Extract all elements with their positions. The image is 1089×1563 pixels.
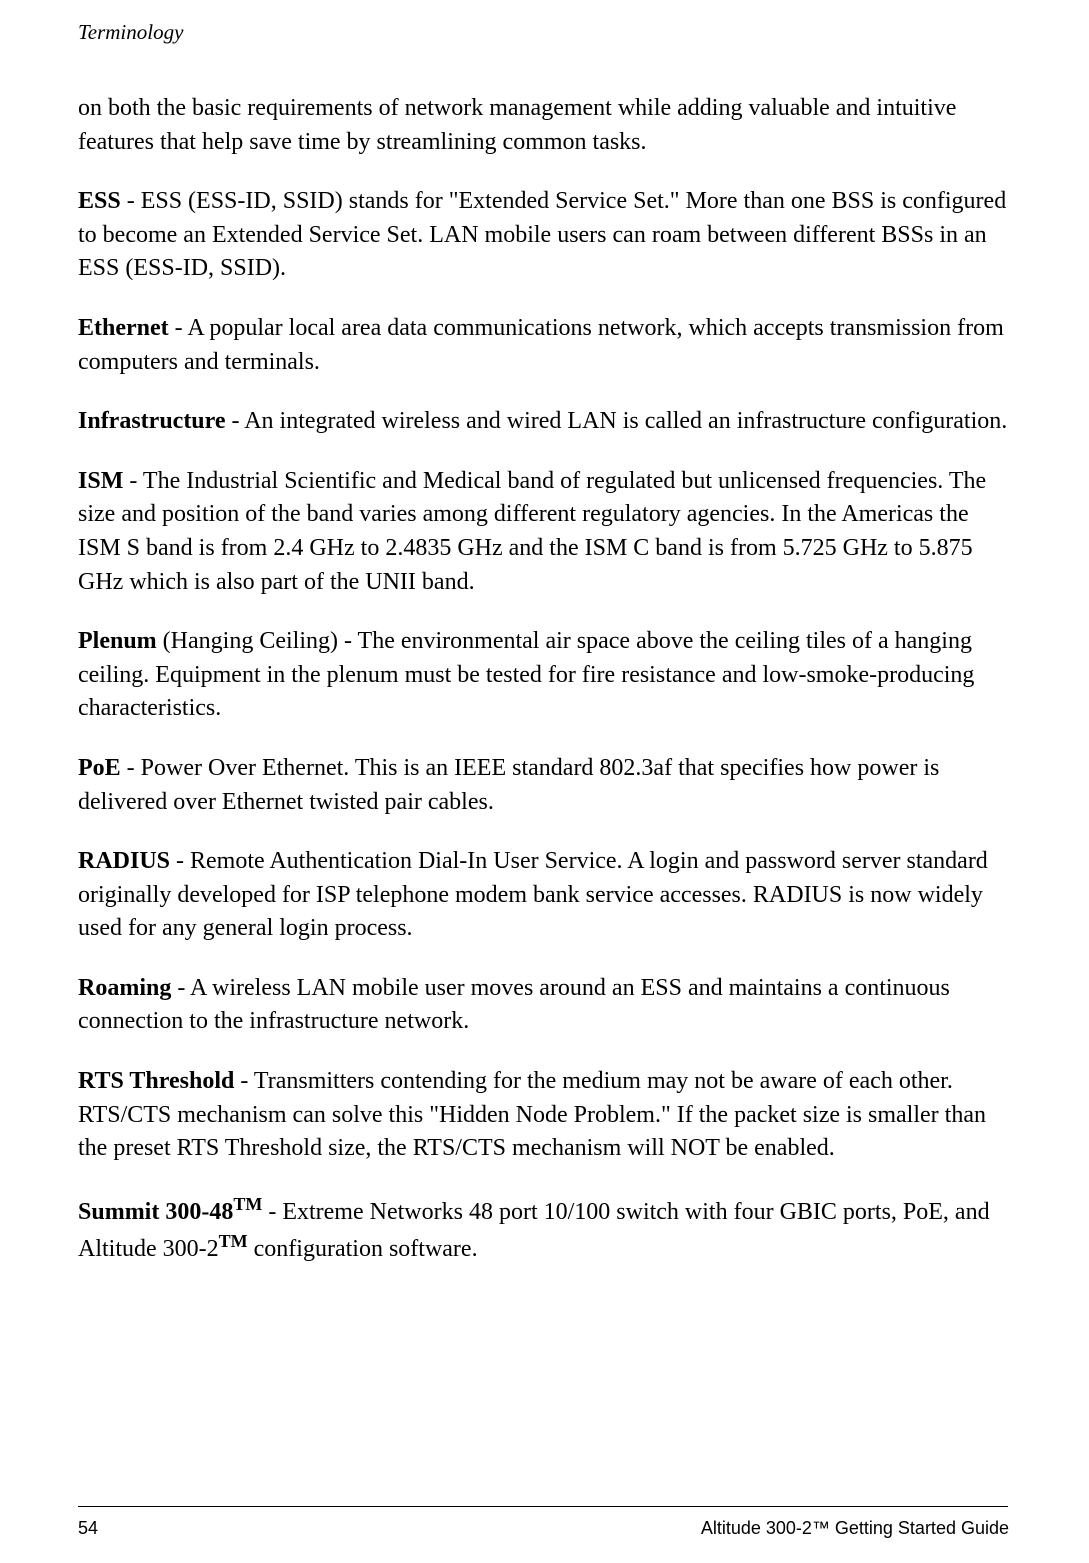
term-label: Summit 300-48 [78, 1199, 233, 1225]
term-definition: - An integrated wireless and wired LAN i… [226, 408, 1008, 434]
term-definition: - A wireless LAN mobile user moves aroun… [78, 975, 950, 1035]
running-head: Terminology [78, 20, 183, 45]
term-label: RADIUS [78, 848, 170, 874]
trademark-icon: TM [233, 1194, 262, 1214]
intro-paragraph: on both the basic requirements of networ… [78, 92, 1008, 159]
term-rts-threshold: RTS Threshold - Transmitters contending … [78, 1065, 1008, 1166]
footer-guide-title: Altitude 300-2™ Getting Started Guide [701, 1518, 1009, 1539]
term-label: ISM [78, 468, 123, 494]
term-definition: - Remote Authentication Dial-In User Ser… [78, 848, 988, 941]
term-roaming: Roaming - A wireless LAN mobile user mov… [78, 972, 1008, 1039]
term-definition: - The Industrial Scientific and Medical … [78, 468, 986, 595]
term-label: Ethernet [78, 315, 169, 341]
page-number: 54 [78, 1518, 98, 1539]
term-ethernet: Ethernet - A popular local area data com… [78, 312, 1008, 379]
term-definition-part2: configuration software. [248, 1236, 478, 1262]
term-summit: Summit 300-48TM - Extreme Networks 48 po… [78, 1192, 1008, 1267]
term-label: RTS Threshold [78, 1068, 234, 1094]
term-label: PoE [78, 755, 121, 781]
term-infrastructure: Infrastructure - An integrated wireless … [78, 405, 1008, 439]
term-label: Plenum [78, 628, 157, 654]
term-plenum: Plenum (Hanging Ceiling) - The environme… [78, 625, 1008, 726]
trademark-icon: TM [219, 1231, 248, 1251]
term-poe: PoE - Power Over Ethernet. This is an IE… [78, 752, 1008, 819]
term-label: ESS [78, 188, 121, 214]
term-definition: - A popular local area data communicatio… [78, 315, 1004, 375]
term-label: Roaming [78, 975, 171, 1001]
term-definition: - Power Over Ethernet. This is an IEEE s… [78, 755, 939, 815]
term-radius: RADIUS - Remote Authentication Dial-In U… [78, 845, 1008, 946]
footer-rule [78, 1506, 1008, 1507]
term-ess: ESS - ESS (ESS-ID, SSID) stands for "Ext… [78, 185, 1008, 286]
page: Terminology on both the basic requiremen… [0, 0, 1089, 1563]
term-definition: - ESS (ESS-ID, SSID) stands for "Extende… [78, 188, 1006, 281]
term-definition: (Hanging Ceiling) - The environmental ai… [78, 628, 974, 721]
term-ism: ISM - The Industrial Scientific and Medi… [78, 465, 1008, 599]
term-label: Infrastructure [78, 408, 226, 434]
body-text: on both the basic requirements of networ… [78, 92, 1008, 1293]
